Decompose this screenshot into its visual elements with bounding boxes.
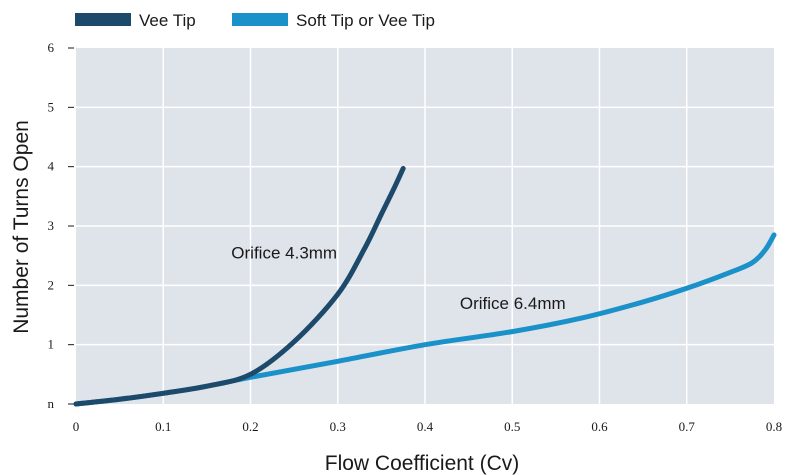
x-tick-label: 0.1 — [155, 419, 171, 434]
legend-label-soft-tip: Soft Tip or Vee Tip — [296, 11, 435, 30]
gridlines — [76, 48, 774, 404]
x-tick-label: 0.6 — [591, 419, 608, 434]
x-tick-label: 0.3 — [330, 419, 346, 434]
y-tick-label: 3 — [48, 218, 55, 233]
series-line-vee-tip — [73, 165, 406, 407]
y-tick-label: 5 — [48, 99, 55, 114]
annotation-orifice-6-4mm: Orifice 6.4mm — [460, 294, 566, 313]
y-tick-label: 2 — [48, 277, 55, 292]
legend-swatch-soft-tip — [232, 13, 288, 26]
x-tick-label: 0.2 — [242, 419, 258, 434]
y-tick-label: 1 — [48, 337, 55, 352]
x-axis-title: Flow Coefficient (Cv) — [325, 452, 520, 475]
y-tick-label: n — [48, 396, 55, 411]
axis-ticks: 0 0.1 0.2 0.3 0.4 0.5 0.6 0.7 0.8 n 1 2 3 4 5 6 — [48, 40, 783, 434]
x-tick-label: 0.5 — [504, 419, 520, 434]
y-axis-title: Number of Turns Open — [10, 120, 33, 334]
legend-swatch-vee-tip — [75, 13, 131, 26]
x-tick-label: 0.7 — [679, 419, 696, 434]
y-tick-label: 6 — [48, 40, 55, 55]
series-lines — [73, 165, 777, 407]
annotation-orifice-4-3mm: Orifice 4.3mm — [231, 244, 337, 263]
x-tick-label: 0.4 — [417, 419, 434, 434]
y-tick-label: 4 — [48, 159, 55, 174]
legend-label-vee-tip: Vee Tip — [139, 11, 196, 30]
legend: Vee Tip Soft Tip or Vee Tip — [75, 11, 435, 30]
x-tick-label: 0 — [73, 419, 80, 434]
x-tick-label: 0.8 — [766, 419, 782, 434]
annotations: Orifice 4.3mm Orifice 6.4mm — [231, 244, 565, 313]
